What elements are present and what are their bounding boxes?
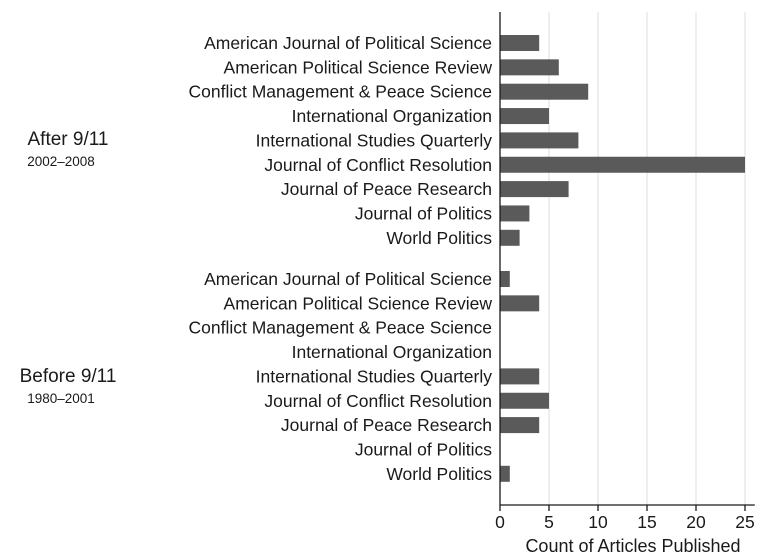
- bars: [500, 35, 745, 482]
- bar: [500, 271, 510, 287]
- bar: [500, 83, 589, 100]
- group-labels: After 9/11 2002–2008 Before 9/11 1980–2001: [20, 129, 117, 406]
- category-label: Journal of Politics: [355, 439, 492, 459]
- gridlines: [548, 12, 746, 505]
- bar: [500, 295, 540, 312]
- category-label: Journal of Conflict Resolution: [264, 155, 492, 175]
- bar: [500, 108, 549, 125]
- category-label: International Studies Quarterly: [256, 130, 493, 150]
- bar: [500, 229, 520, 246]
- x-tick-label: 5: [544, 512, 554, 532]
- axes: 0 5 10 15 20 25: [495, 12, 755, 532]
- category-label: Journal of Conflict Resolution: [264, 391, 492, 411]
- category-labels: American Journal of Political Science Ame…: [189, 33, 493, 484]
- category-label: Journal of Politics: [355, 203, 492, 223]
- x-tick-label: 0: [495, 512, 505, 532]
- x-tick-label: 25: [735, 512, 754, 532]
- bar: [500, 132, 579, 149]
- category-label: International Organization: [292, 106, 492, 126]
- bar: [500, 465, 510, 482]
- bar: [500, 156, 745, 173]
- category-label: Journal of Peace Research: [281, 179, 492, 199]
- category-label: International Studies Quarterly: [256, 366, 493, 386]
- category-label: American Political Science Review: [224, 57, 493, 77]
- group-period: 2002–2008: [27, 154, 95, 169]
- category-label: American Journal of Political Science: [204, 33, 492, 53]
- x-tick-label: 10: [588, 512, 608, 532]
- category-label: World Politics: [386, 464, 492, 484]
- bar: [500, 417, 540, 434]
- bar: [500, 181, 569, 198]
- group-title: Before 9/11: [20, 366, 117, 387]
- bar: [500, 35, 540, 51]
- x-axis-title: Count of Articles Published: [525, 536, 740, 554]
- category-label: American Journal of Political Science: [204, 269, 492, 289]
- x-tick-label: 15: [637, 512, 656, 532]
- group-period: 1980–2001: [27, 391, 95, 406]
- group-title: After 9/11: [28, 129, 109, 150]
- category-label: Conflict Management & Peace Science: [189, 318, 493, 338]
- category-label: World Politics: [386, 228, 492, 248]
- category-label: International Organization: [292, 342, 492, 362]
- bar: [500, 205, 530, 222]
- category-label: Journal of Peace Research: [281, 415, 492, 435]
- category-label: American Political Science Review: [224, 293, 493, 313]
- bar: [500, 392, 549, 409]
- category-label: Conflict Management & Peace Science: [189, 82, 493, 102]
- bar: [500, 368, 540, 385]
- bar: [500, 59, 559, 76]
- x-tick-label: 20: [686, 512, 706, 532]
